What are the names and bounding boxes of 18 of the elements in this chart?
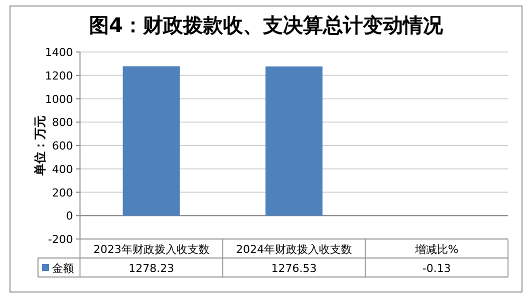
x-tick-label: 2023年财政拨入收支数 bbox=[93, 243, 210, 256]
y-tick-label: 1000 bbox=[45, 92, 73, 106]
y-tick-label: 800 bbox=[52, 116, 73, 130]
x-tick-label: 2024年财政拨入收支数 bbox=[236, 243, 352, 256]
data-label: -0.13 bbox=[422, 262, 451, 275]
y-tick-label: 1200 bbox=[45, 69, 73, 82]
y-tick-label: 400 bbox=[52, 162, 73, 176]
y-tick-label: -200 bbox=[48, 233, 73, 246]
legend-label: 金额 bbox=[52, 262, 74, 275]
data-label: 1278.23 bbox=[128, 262, 174, 275]
chart-title: 图4：财政拨款收、支决算总计变动情况 bbox=[89, 13, 444, 37]
y-tick-label: 1400 bbox=[45, 46, 73, 59]
data-label: 1276.53 bbox=[271, 262, 317, 275]
y-tick-label: 200 bbox=[52, 186, 73, 200]
y-tick-label: 0 bbox=[66, 210, 73, 223]
y-axis-title: 单位：万元 bbox=[33, 116, 47, 176]
y-tick-label: 600 bbox=[52, 140, 73, 152]
x-tick-label: 增减比% bbox=[414, 243, 458, 256]
